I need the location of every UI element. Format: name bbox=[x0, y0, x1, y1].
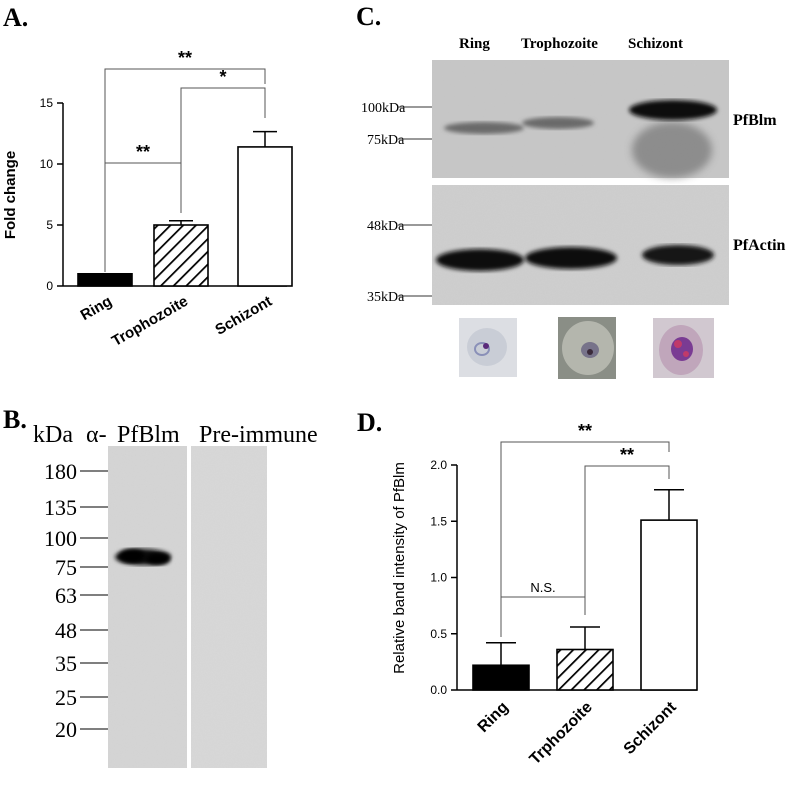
panel-letter-b: B. bbox=[3, 405, 27, 434]
blot-b-marker-label: 25 bbox=[55, 685, 77, 710]
chart-d-bar-trphozoite bbox=[556, 648, 614, 691]
chart-d-ytick-label: 0.0 bbox=[430, 683, 447, 697]
chart-a-bar-ring bbox=[77, 272, 133, 287]
chart-d-significance-label: N.S. bbox=[530, 580, 555, 595]
chart-a-ytick-label: 5 bbox=[46, 218, 53, 232]
blot-b-marker-label: 135 bbox=[44, 495, 77, 520]
chart-d-significance-label: ** bbox=[578, 421, 592, 441]
chart-d-significance-bracket bbox=[584, 465, 670, 613]
blot-c-marker-48: 48kDa bbox=[367, 219, 405, 234]
blot-b-lane-label-preimmune: Pre-immune bbox=[199, 422, 318, 448]
chart-d-ylabel: Relative band intensity of PfBlm bbox=[391, 462, 408, 674]
chart-a-bar-schizont bbox=[237, 146, 293, 287]
blot-b-marker-label: 63 bbox=[55, 583, 77, 608]
blot-b-marker-label: 75 bbox=[55, 555, 77, 580]
blot-b-kda-label: kDa bbox=[33, 422, 73, 448]
chart-d-ytick-label: 1.0 bbox=[430, 571, 447, 585]
chart-d-ytick-label: 2.0 bbox=[430, 458, 447, 472]
chart-d-significance-label: ** bbox=[620, 445, 634, 465]
blot-b-lane-label-pfblm: PfBlm bbox=[117, 422, 180, 448]
chart-d-bar-schizont bbox=[640, 519, 698, 691]
blot-b-marker-label: 48 bbox=[55, 618, 77, 643]
blot-c-band-pfblm-schizont bbox=[629, 100, 717, 120]
blot-c-cell-image-schizont bbox=[653, 318, 714, 378]
chart-a-bar-trophozoite bbox=[153, 224, 209, 287]
blot-c-stage-schizont: Schizont bbox=[628, 36, 683, 52]
blot-b-marker-label: 100 bbox=[44, 526, 77, 551]
panel-letter-c: C. bbox=[356, 2, 382, 31]
blot-c-cell-image-trophozoite bbox=[558, 317, 616, 379]
chart-a-significance-label: ** bbox=[178, 48, 192, 68]
chart-a-significance-label: ** bbox=[136, 142, 150, 162]
blot-c-stage-ring: Ring bbox=[459, 36, 490, 52]
chart-d-significance-bracket bbox=[500, 441, 670, 633]
chart-a-significance-bracket bbox=[180, 87, 266, 211]
blot-c-marker-35: 35kDa bbox=[367, 290, 405, 305]
blot-b-marker-label: 35 bbox=[55, 651, 77, 676]
blot-c-marker-100: 100kDa bbox=[361, 101, 406, 116]
chart-a-ytick-label: 10 bbox=[40, 157, 54, 171]
chart-d-bar-ring bbox=[472, 664, 530, 691]
panel-letter-d: D. bbox=[357, 408, 383, 437]
blot-c-band-actin-ring bbox=[436, 249, 524, 271]
blot-c-cell-image-ring bbox=[459, 318, 517, 377]
blot-b-marker-label: 20 bbox=[55, 717, 77, 742]
chart-d-ytick-label: 0.5 bbox=[430, 627, 447, 641]
blot-c-band-actin-schizont bbox=[642, 245, 714, 265]
panel-letter-a: A. bbox=[3, 3, 29, 32]
blot-b-marker-label: 180 bbox=[44, 459, 77, 484]
chart-a-significance-label: * bbox=[219, 67, 226, 87]
chart-a-significance-bracket bbox=[104, 68, 266, 266]
chart-a-ytick-label: 15 bbox=[40, 96, 54, 110]
chart-a-ylabel: Fold change bbox=[2, 151, 19, 239]
blot-c-top-protein: PfBlm bbox=[733, 112, 777, 129]
blot-b-alpha-label: α- bbox=[86, 422, 107, 448]
blot-c-band-actin-trophozoite bbox=[525, 247, 617, 269]
chart-a-ytick-label: 0 bbox=[46, 279, 53, 293]
chart-d-ytick-label: 1.5 bbox=[430, 514, 447, 528]
blot-c-stage-trophozoite: Trophozoite bbox=[521, 36, 598, 52]
blot-c-marker-75: 75kDa bbox=[367, 133, 405, 148]
blot-c-bottom-protein: PfActin bbox=[733, 237, 786, 254]
